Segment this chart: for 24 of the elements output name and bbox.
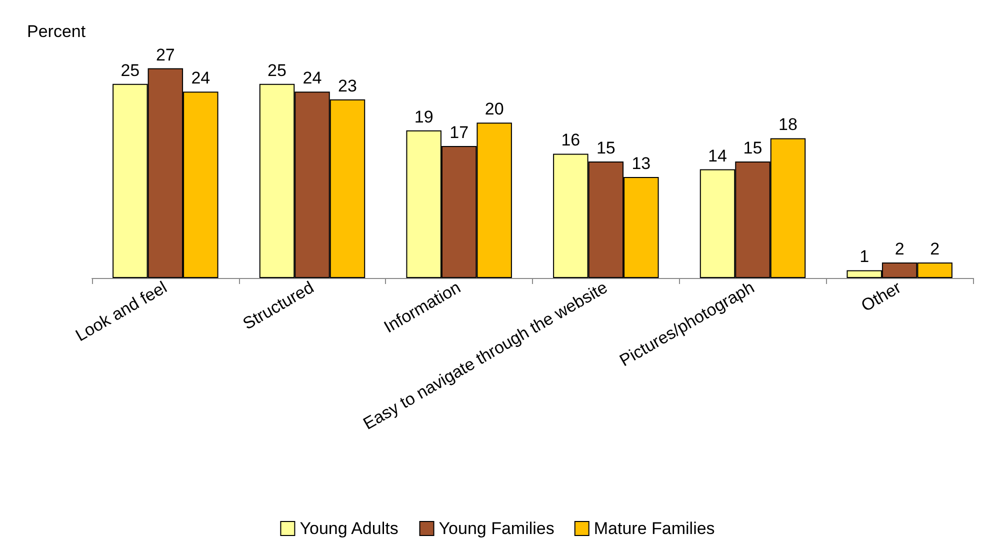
data-label: 13: [632, 154, 651, 174]
data-label: 1: [860, 247, 870, 266]
data-label: 2: [930, 239, 940, 258]
data-label: 14: [708, 146, 727, 166]
x-tick-label: Other: [858, 278, 905, 316]
data-label: 25: [268, 60, 286, 80]
data-label: 16: [561, 130, 580, 150]
data-label: 17: [450, 122, 469, 142]
legend-label: Young Adults: [300, 519, 398, 538]
legend-label: Young Families: [438, 519, 554, 538]
data-label: 23: [338, 76, 357, 96]
data-label: 20: [484, 100, 504, 119]
data-label: 15: [743, 138, 762, 158]
data-label: 18: [778, 115, 798, 134]
data-label: 19: [414, 107, 434, 126]
x-tick-label: Look and feel: [72, 278, 170, 346]
data-label: 15: [596, 138, 616, 158]
legend-label: Mature Families: [594, 519, 715, 538]
data-label: 24: [302, 68, 322, 88]
data-label: 24: [191, 68, 210, 88]
data-label: 25: [120, 60, 140, 80]
y-axis-title: Percent: [27, 22, 86, 41]
data-label: 27: [156, 45, 175, 64]
data-label: 2: [894, 239, 904, 258]
